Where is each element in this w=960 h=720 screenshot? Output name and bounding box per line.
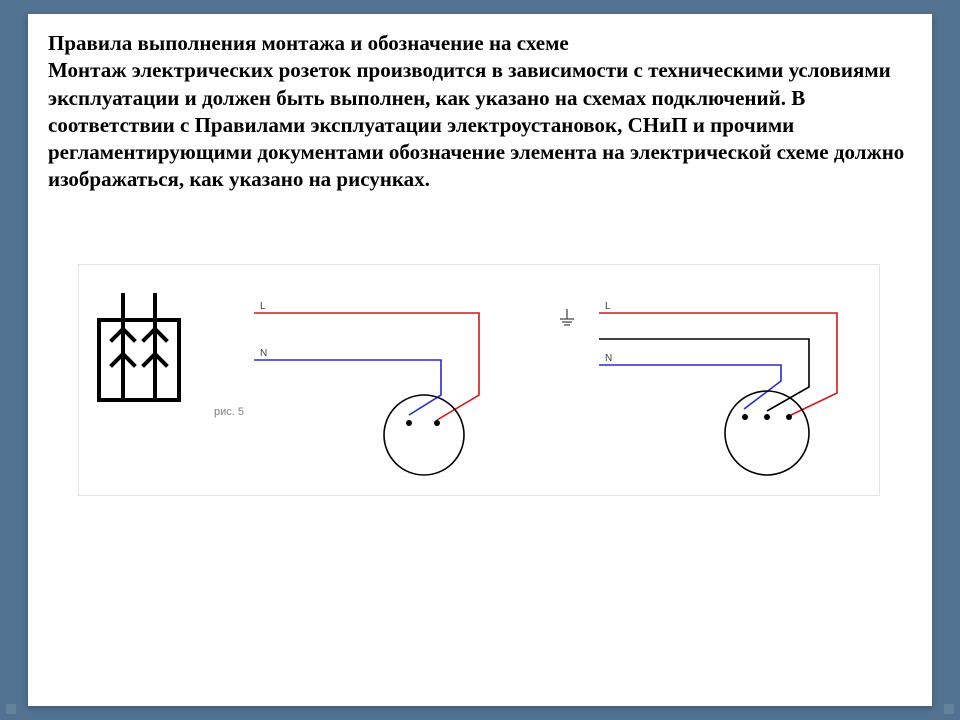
ground-symbol-icon	[560, 309, 574, 325]
figure-caption: рис. 5	[214, 406, 244, 418]
socket-symbol-icon	[99, 293, 179, 400]
content-box: Правила выполнения монтажа и обозначение…	[28, 14, 932, 706]
heading: Правила выполнения монтажа и обозначение…	[48, 31, 569, 55]
corner-decor-br	[944, 704, 954, 714]
body-text: Монтаж электрических розеток производитс…	[48, 58, 904, 191]
schematic-a: LN	[254, 301, 479, 475]
svg-text:L: L	[605, 301, 611, 312]
wiring-diagram-svg: LN LN рис. 5	[79, 265, 879, 495]
diagram-panel: LN LN рис. 5	[78, 264, 880, 496]
schematic-b: LN	[599, 301, 837, 475]
svg-text:N: N	[260, 348, 267, 359]
slide: Правила выполнения монтажа и обозначение…	[0, 0, 960, 720]
text-block: Правила выполнения монтажа и обозначение…	[48, 30, 908, 194]
corner-decor-bl	[6, 704, 16, 714]
svg-text:L: L	[260, 301, 266, 312]
svg-text:N: N	[605, 353, 612, 364]
